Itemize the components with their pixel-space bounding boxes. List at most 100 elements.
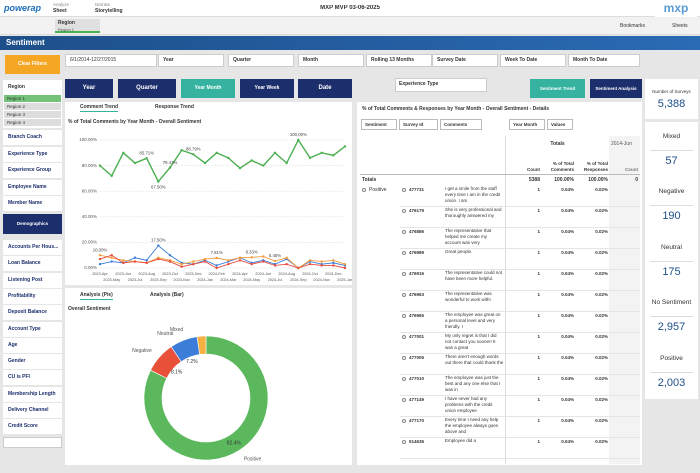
- pivot-chip[interactable]: Values: [547, 119, 573, 130]
- sidebar-field[interactable]: Age: [3, 337, 62, 353]
- sidebar-field[interactable]: Experience Group: [3, 163, 62, 178]
- chart-tab[interactable]: Analysis (Pie): [80, 292, 113, 300]
- region-item[interactable]: Region 1: [4, 95, 61, 103]
- sidebar-field[interactable]: Experience Type: [3, 146, 62, 162]
- region-item[interactable]: Region 2: [4, 103, 61, 111]
- row-icon[interactable]: [402, 292, 406, 297]
- nav-tab-label[interactable]: Analyze: [53, 2, 70, 7]
- pivot-chip[interactable]: Year Month: [509, 119, 545, 130]
- kpi-column: [645, 122, 698, 399]
- period-button[interactable]: Quarter: [118, 79, 176, 98]
- filter-box[interactable]: Quarter: [228, 54, 294, 67]
- period-button[interactable]: Year: [65, 79, 113, 98]
- period-button[interactable]: Year Month: [181, 79, 235, 98]
- point: [168, 166, 172, 169]
- filter-box[interactable]: Year: [158, 54, 224, 67]
- view-button[interactable]: Sentiment Trend: [530, 79, 585, 98]
- selection-chip[interactable]: [55, 19, 100, 33]
- survey-id: 476965: [409, 313, 425, 318]
- nav-tab-sub[interactable]: Sheet: [53, 8, 67, 14]
- row-icon[interactable]: [402, 187, 406, 192]
- dropdown[interactable]: [3, 437, 62, 448]
- row-icon[interactable]: [402, 397, 406, 402]
- sidebar-field[interactable]: Delivery Channel: [3, 403, 62, 418]
- period-button[interactable]: Date: [298, 79, 352, 98]
- sidebar-field[interactable]: Deposit Balance: [3, 305, 62, 321]
- chart-tab[interactable]: Analysis (Bar): [150, 292, 184, 298]
- sheets[interactable]: Sheets: [672, 23, 688, 29]
- cell: 0.04%: [561, 355, 574, 360]
- sidebar-field[interactable]: Member Name: [3, 196, 62, 211]
- point: [250, 256, 253, 259]
- sidebar-field[interactable]: Profitability: [3, 288, 62, 304]
- row-rule: [400, 227, 640, 228]
- kpi-divider: [650, 371, 693, 373]
- row-icon[interactable]: [402, 355, 406, 360]
- sidebar-field[interactable]: Account Type: [3, 321, 62, 337]
- cell: 1: [537, 418, 540, 423]
- point: [308, 259, 312, 262]
- experience-type[interactable]: Experience Type: [395, 78, 487, 92]
- filter-box[interactable]: Rolling 13 Months: [366, 54, 432, 67]
- region-item[interactable]: Region 4: [4, 119, 61, 127]
- survey-id: 477170: [409, 418, 425, 423]
- category-label: Neutral: [157, 331, 173, 337]
- filter-chip[interactable]: Survey Id: [399, 119, 438, 130]
- comment: I get a smile from the staff every time …: [445, 186, 501, 204]
- row-icon[interactable]: [402, 418, 406, 423]
- sidebar-field[interactable]: Accounts Per Hous...: [3, 240, 62, 255]
- chart-title: % of Total Comments by Year Month - Over…: [68, 119, 202, 125]
- period-button[interactable]: Year Week: [240, 79, 294, 98]
- point: [157, 244, 160, 247]
- sidebar-field[interactable]: Branch Coach: [3, 130, 62, 145]
- cell: 0.04%: [561, 187, 574, 192]
- row-icon[interactable]: [402, 271, 406, 276]
- demographics-button[interactable]: Demographics: [3, 214, 62, 234]
- survey-id: 476963: [409, 292, 425, 297]
- filter-box[interactable]: Month To Date: [568, 54, 640, 67]
- filter-chip[interactable]: Comments: [440, 119, 482, 130]
- row-icon[interactable]: [402, 313, 406, 318]
- sidebar-field[interactable]: Loan Balance: [3, 256, 62, 272]
- cell: 1: [537, 292, 540, 297]
- date-range[interactable]: 6/1/2014-12/27/2015: [65, 54, 157, 67]
- row-icon[interactable]: [402, 439, 406, 444]
- sidebar-field[interactable]: Employee Name: [3, 179, 62, 195]
- nav-tab-label[interactable]: Narrate: [95, 2, 111, 7]
- row-icon[interactable]: [402, 376, 406, 381]
- chart-tab[interactable]: Comment Trend: [80, 104, 119, 112]
- filter-box[interactable]: Week To Date: [500, 54, 566, 67]
- sidebar-field[interactable]: Listening Post: [3, 272, 62, 288]
- data-label: 67.50%: [151, 185, 166, 190]
- region-item[interactable]: Region 3: [4, 111, 61, 119]
- view-button[interactable]: Sentiment Analysis: [590, 79, 642, 98]
- sidebar-field[interactable]: Membership Length: [3, 386, 62, 402]
- point: [320, 264, 323, 267]
- survey-id: 477006: [409, 355, 425, 360]
- cell: 0.02%: [595, 439, 608, 444]
- row-icon[interactable]: [402, 334, 406, 339]
- y-tick-label: 60.00%: [82, 188, 97, 193]
- nav-tab-sub[interactable]: Storytelling: [95, 8, 123, 14]
- filter-box[interactable]: Month: [298, 54, 364, 67]
- group-label[interactable]: Positive: [369, 187, 387, 193]
- cell: 0.02%: [595, 334, 608, 339]
- filter-box[interactable]: Survey Date: [432, 54, 498, 67]
- clear-filters[interactable]: Clear Filters: [5, 55, 60, 74]
- x-tick-label: 2023-Jun: [115, 272, 131, 276]
- row-icon[interactable]: [402, 229, 406, 234]
- bookmarks[interactable]: Bookmarks: [620, 23, 646, 29]
- row-icon[interactable]: [402, 208, 406, 213]
- cell: 1: [537, 187, 540, 192]
- app-title[interactable]: MXP MVP 03-06-2025: [320, 5, 380, 11]
- chart-tab[interactable]: Response Trend: [155, 104, 194, 110]
- sidebar-field[interactable]: Gender: [3, 354, 62, 370]
- filter-chip[interactable]: Sentiment: [361, 119, 397, 130]
- period-header: 2014-Jun: [611, 141, 632, 147]
- sidebar-field[interactable]: Credit Score: [3, 419, 62, 435]
- row-icon[interactable]: [402, 250, 406, 255]
- kpi-label: Mixed: [662, 133, 681, 140]
- sidebar-field[interactable]: CU is PFI: [3, 370, 62, 386]
- region-title: Region: [8, 84, 25, 90]
